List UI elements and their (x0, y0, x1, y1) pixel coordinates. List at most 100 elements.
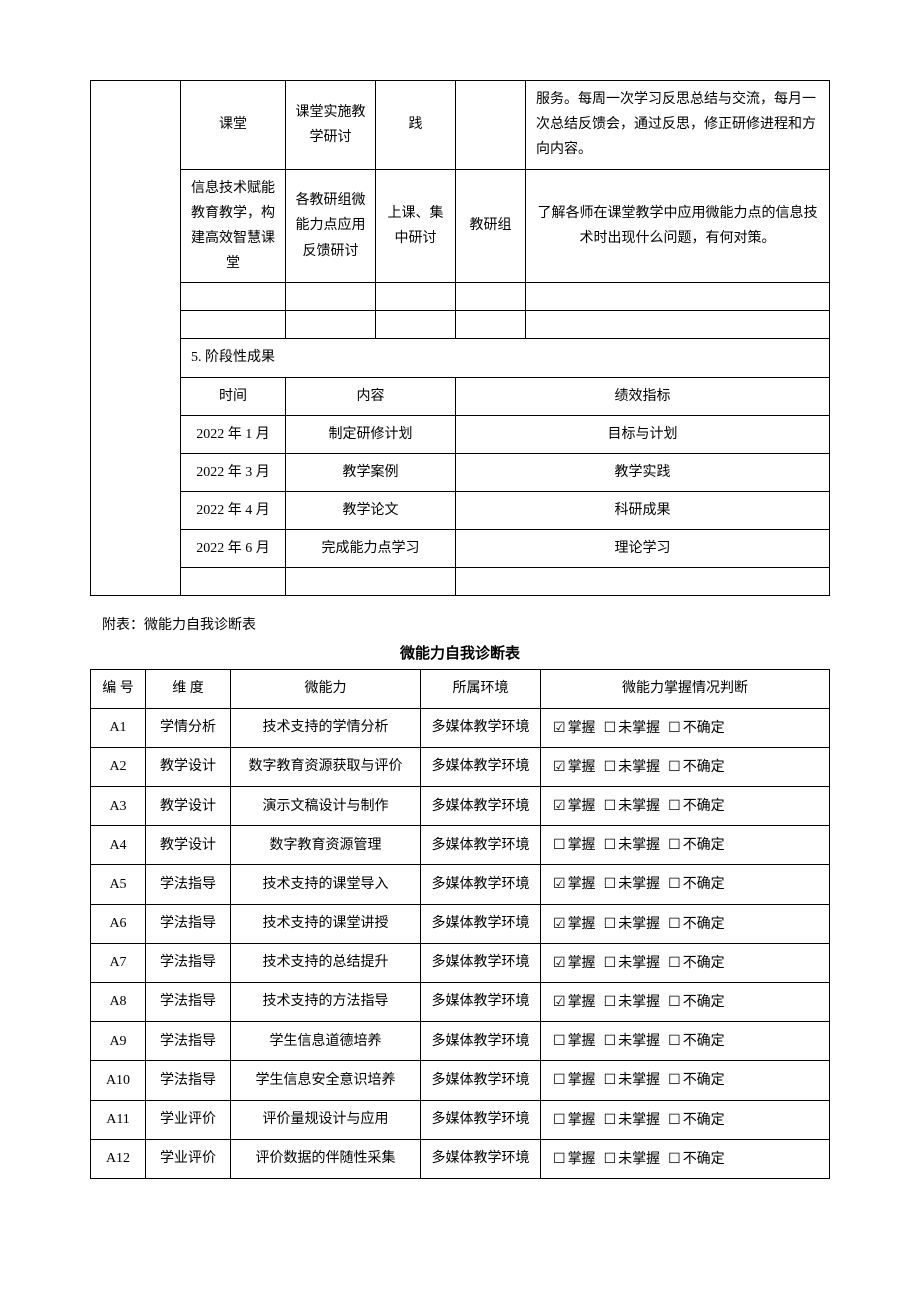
status-option[interactable]: ☑掌握 (553, 754, 596, 780)
checked-box-icon[interactable]: ☑ (553, 915, 566, 931)
status-option[interactable]: ☐未掌握 (604, 1146, 661, 1172)
cell (376, 283, 456, 311)
status-option[interactable]: ☐掌握 (553, 1028, 596, 1054)
status-option[interactable]: ☐掌握 (553, 1146, 596, 1172)
empty-box-icon[interactable]: ☐ (553, 1032, 566, 1048)
diagnosis-row: A11学业评价评价量规设计与应用多媒体教学环境☐掌握☐未掌握☐不确定 (91, 1100, 830, 1139)
diag-env: 多媒体教学环境 (421, 708, 541, 747)
empty-box-icon[interactable]: ☐ (553, 1111, 566, 1127)
status-option[interactable]: ☐掌握 (553, 1067, 596, 1093)
checked-box-icon[interactable]: ☑ (553, 993, 566, 1009)
status-option[interactable]: ☐不确定 (668, 832, 725, 858)
status-option[interactable]: ☐不确定 (668, 1107, 725, 1133)
empty-box-icon[interactable]: ☐ (668, 875, 681, 891)
empty-box-icon[interactable]: ☐ (668, 954, 681, 970)
status-option[interactable]: ☐未掌握 (604, 754, 661, 780)
status-label: 不确定 (683, 1113, 725, 1128)
header-indicator: 绩效指标 (456, 377, 830, 415)
checked-box-icon[interactable]: ☑ (553, 954, 566, 970)
empty-box-icon[interactable]: ☐ (604, 719, 617, 735)
status-option[interactable]: ☐掌握 (553, 1107, 596, 1133)
diag-ability: 学生信息道德培养 (231, 1022, 421, 1061)
checked-box-icon[interactable]: ☑ (553, 758, 566, 774)
empty-box-icon[interactable]: ☐ (604, 1111, 617, 1127)
status-option[interactable]: ☐不确定 (668, 793, 725, 819)
diag-dim: 学业评价 (146, 1100, 231, 1139)
status-option[interactable]: ☑掌握 (553, 871, 596, 897)
checked-box-icon[interactable]: ☑ (553, 719, 566, 735)
empty-box-icon[interactable]: ☐ (604, 1150, 617, 1166)
status-option[interactable]: ☐不确定 (668, 1067, 725, 1093)
status-option[interactable]: ☐未掌握 (604, 950, 661, 976)
diag-status: ☐掌握☐未掌握☐不确定 (541, 826, 830, 865)
diagnosis-row: A9学法指导学生信息道德培养多媒体教学环境☐掌握☐未掌握☐不确定 (91, 1022, 830, 1061)
empty-box-icon[interactable]: ☐ (668, 1150, 681, 1166)
empty-box-icon[interactable]: ☐ (604, 954, 617, 970)
empty-box-icon[interactable]: ☐ (604, 915, 617, 931)
status-label: 未掌握 (618, 1152, 660, 1167)
empty-box-icon[interactable]: ☐ (604, 797, 617, 813)
status-option[interactable]: ☐不确定 (668, 754, 725, 780)
checked-box-icon[interactable]: ☑ (553, 875, 566, 891)
empty-box-icon[interactable]: ☐ (553, 1071, 566, 1087)
status-option[interactable]: ☐未掌握 (604, 871, 661, 897)
cell (181, 283, 286, 311)
status-option[interactable]: ☑掌握 (553, 989, 596, 1015)
empty-box-icon[interactable]: ☐ (553, 1150, 566, 1166)
checked-box-icon[interactable]: ☑ (553, 797, 566, 813)
empty-box-icon[interactable]: ☐ (668, 1032, 681, 1048)
status-option[interactable]: ☑掌握 (553, 715, 596, 741)
diag-env: 多媒体教学环境 (421, 1139, 541, 1178)
empty-box-icon[interactable]: ☐ (668, 1071, 681, 1087)
status-label: 未掌握 (618, 838, 660, 853)
status-option[interactable]: ☐未掌握 (604, 911, 661, 937)
empty-box-icon[interactable]: ☐ (668, 1111, 681, 1127)
status-option[interactable]: ☐不确定 (668, 871, 725, 897)
empty-box-icon[interactable]: ☐ (604, 875, 617, 891)
status-option[interactable]: ☐未掌握 (604, 1107, 661, 1133)
status-option[interactable]: ☐不确定 (668, 950, 725, 976)
cell (286, 283, 376, 311)
empty-box-icon[interactable]: ☐ (604, 1032, 617, 1048)
empty-box-icon[interactable]: ☐ (604, 993, 617, 1009)
cell (181, 568, 286, 596)
empty-box-icon[interactable]: ☐ (604, 836, 617, 852)
status-option[interactable]: ☑掌握 (553, 911, 596, 937)
diag-ability: 评价量规设计与应用 (231, 1100, 421, 1139)
status-option[interactable]: ☐不确定 (668, 715, 725, 741)
status-option[interactable]: ☑掌握 (553, 793, 596, 819)
status-option[interactable]: ☐不确定 (668, 911, 725, 937)
empty-box-icon[interactable]: ☐ (604, 758, 617, 774)
diag-ability: 技术支持的学情分析 (231, 708, 421, 747)
status-option[interactable]: ☐不确定 (668, 989, 725, 1015)
status-label: 未掌握 (618, 1073, 660, 1088)
status-label: 掌握 (568, 917, 596, 932)
status-option[interactable]: ☐未掌握 (604, 989, 661, 1015)
empty-box-icon[interactable]: ☐ (668, 758, 681, 774)
status-option[interactable]: ☐未掌握 (604, 1028, 661, 1054)
results-time: 2022 年 1 月 (181, 415, 286, 453)
status-label: 掌握 (568, 1073, 596, 1088)
empty-box-icon[interactable]: ☐ (668, 797, 681, 813)
empty-box-icon[interactable]: ☐ (668, 993, 681, 1009)
status-option[interactable]: ☐不确定 (668, 1028, 725, 1054)
status-label: 掌握 (568, 1152, 596, 1167)
diag-dim: 学法指导 (146, 1022, 231, 1061)
status-option[interactable]: ☐未掌握 (604, 832, 661, 858)
empty-box-icon[interactable]: ☐ (668, 915, 681, 931)
results-time: 2022 年 6 月 (181, 530, 286, 568)
status-option[interactable]: ☐未掌握 (604, 793, 661, 819)
status-option[interactable]: ☑掌握 (553, 950, 596, 976)
status-option[interactable]: ☐未掌握 (604, 715, 661, 741)
diag-id: A5 (91, 865, 146, 904)
status-option[interactable]: ☐未掌握 (604, 1067, 661, 1093)
status-option[interactable]: ☐掌握 (553, 832, 596, 858)
empty-box-icon[interactable]: ☐ (668, 719, 681, 735)
empty-box-icon[interactable]: ☐ (553, 836, 566, 852)
cell (456, 81, 526, 170)
status-option[interactable]: ☐不确定 (668, 1146, 725, 1172)
cell (526, 283, 830, 311)
empty-box-icon[interactable]: ☐ (604, 1071, 617, 1087)
empty-box-icon[interactable]: ☐ (668, 836, 681, 852)
cell: 服务。每周一次学习反思总结与交流，每月一次总结反馈会，通过反思，修正研修进程和方… (526, 81, 830, 170)
